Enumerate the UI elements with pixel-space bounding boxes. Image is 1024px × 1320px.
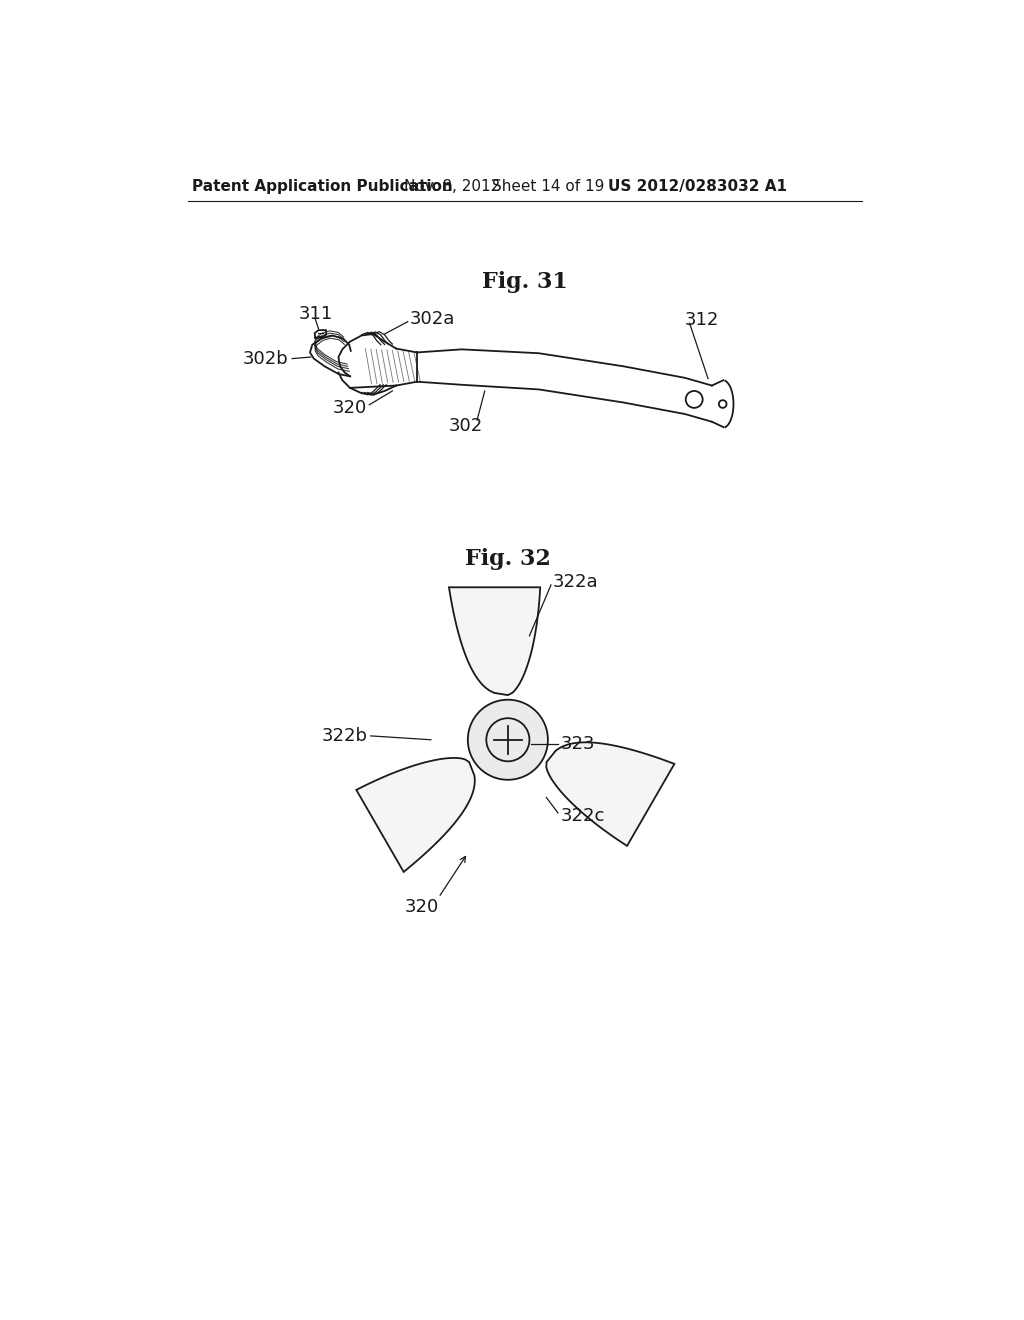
Text: 320: 320 [333, 399, 368, 417]
Text: 311: 311 [298, 305, 333, 323]
Text: 302: 302 [449, 417, 482, 436]
Text: 312: 312 [685, 312, 719, 329]
Text: 302b: 302b [243, 350, 288, 367]
Text: 322b: 322b [322, 727, 368, 744]
Text: 323: 323 [560, 735, 595, 752]
Polygon shape [449, 587, 541, 696]
Text: 320: 320 [404, 898, 438, 916]
Text: 302a: 302a [410, 310, 455, 327]
Text: Sheet 14 of 19: Sheet 14 of 19 [493, 180, 605, 194]
Text: US 2012/0283032 A1: US 2012/0283032 A1 [608, 180, 787, 194]
Polygon shape [356, 758, 475, 873]
Text: Fig. 31: Fig. 31 [482, 271, 567, 293]
Circle shape [468, 700, 548, 780]
Polygon shape [546, 742, 675, 846]
Text: 322a: 322a [553, 573, 598, 591]
Text: Fig. 32: Fig. 32 [465, 548, 551, 570]
Text: Patent Application Publication: Patent Application Publication [193, 180, 453, 194]
Text: Nov. 8, 2012: Nov. 8, 2012 [403, 180, 500, 194]
Text: 322c: 322c [560, 807, 604, 825]
